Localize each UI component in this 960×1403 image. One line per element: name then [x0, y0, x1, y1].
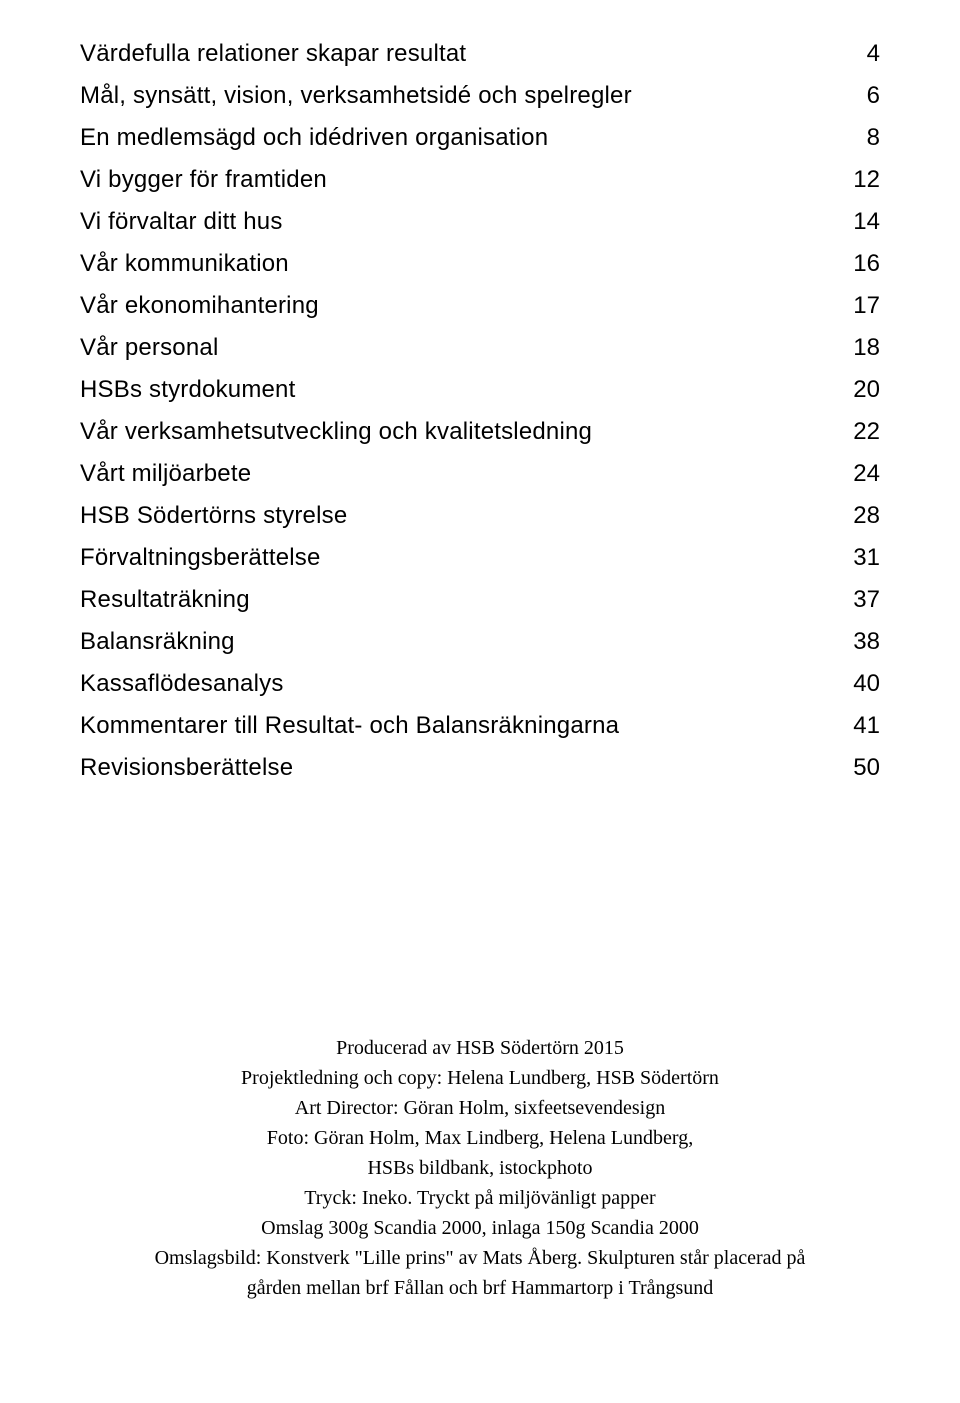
credits-line: Art Director: Göran Holm, sixfeetsevende…	[80, 1093, 880, 1123]
page-container: Värdefulla relationer skapar resultat 4 Må…	[0, 0, 960, 1403]
toc-page-number: 6	[867, 82, 880, 110]
toc-page-number: 8	[867, 124, 880, 152]
toc-title: Vi bygger för framtiden	[80, 166, 327, 194]
toc-title: Vår ekonomihantering	[80, 292, 319, 320]
credits-line: gården mellan brf Fållan och brf Hammart…	[80, 1273, 880, 1303]
toc-page-number: 14	[853, 208, 880, 236]
toc-title: HSB Södertörns styrelse	[80, 502, 347, 530]
toc-title: Resultaträkning	[80, 586, 250, 614]
toc-title: Balansräkning	[80, 628, 235, 656]
toc-page-number: 24	[853, 460, 880, 488]
toc-title: Mål, synsätt, vision, verksamhetsidé och…	[80, 82, 632, 110]
toc-page-number: 4	[867, 40, 880, 68]
credits-line: Omslagsbild: Konstverk "Lille prins" av …	[80, 1243, 880, 1273]
credits-line: Projektledning och copy: Helena Lundberg…	[80, 1063, 880, 1093]
toc-page-number: 31	[853, 544, 880, 572]
toc-row: Kassaflödesanalys 40	[80, 670, 880, 698]
toc-row: Balansräkning 38	[80, 628, 880, 656]
toc-page-number: 20	[853, 376, 880, 404]
vertical-spacer	[80, 796, 880, 1033]
toc-title: HSBs styrdokument	[80, 376, 295, 404]
toc-page-number: 16	[853, 250, 880, 278]
toc-row: Vi förvaltar ditt hus 14	[80, 208, 880, 236]
toc-page-number: 12	[853, 166, 880, 194]
toc-page-number: 22	[853, 418, 880, 446]
toc-page-number: 41	[853, 712, 880, 740]
toc-row: Resultaträkning 37	[80, 586, 880, 614]
toc-row: Kommentarer till Resultat- och Balansräk…	[80, 712, 880, 740]
toc-page-number: 28	[853, 502, 880, 530]
toc-title: Vi förvaltar ditt hus	[80, 208, 283, 236]
toc-row: Revisionsberättelse 50	[80, 754, 880, 782]
credits-line: HSBs bildbank, istockphoto	[80, 1153, 880, 1183]
toc-row: Förvaltningsberättelse 31	[80, 544, 880, 572]
toc-title: Vår kommunikation	[80, 250, 289, 278]
toc-page-number: 50	[853, 754, 880, 782]
toc-title: Vår verksamhetsutveckling och kvalitetsl…	[80, 418, 592, 446]
toc-row: Vår kommunikation 16	[80, 250, 880, 278]
toc-page-number: 18	[853, 334, 880, 362]
toc-title: Vårt miljöarbete	[80, 460, 251, 488]
toc-page-number: 37	[853, 586, 880, 614]
toc-row: Mål, synsätt, vision, verksamhetsidé och…	[80, 82, 880, 110]
toc-title: Revisionsberättelse	[80, 754, 293, 782]
toc-title: Kassaflödesanalys	[80, 670, 284, 698]
credits-block: Producerad av HSB Södertörn 2015Projektl…	[80, 1033, 880, 1343]
toc-title: Vår personal	[80, 334, 218, 362]
toc-row: HSB Södertörns styrelse 28	[80, 502, 880, 530]
toc-title: Värdefulla relationer skapar resultat	[80, 40, 466, 68]
toc-page-number: 17	[853, 292, 880, 320]
toc-title: Förvaltningsberättelse	[80, 544, 321, 572]
credits-line: Omslag 300g Scandia 2000, inlaga 150g Sc…	[80, 1213, 880, 1243]
credits-line: Tryck: Ineko. Tryckt på miljövänligt pap…	[80, 1183, 880, 1213]
toc-row: En medlemsägd och idédriven organisation…	[80, 124, 880, 152]
table-of-contents: Värdefulla relationer skapar resultat 4 Må…	[80, 40, 880, 796]
toc-page-number: 38	[853, 628, 880, 656]
toc-page-number: 40	[853, 670, 880, 698]
toc-row: Vår ekonomihantering 17	[80, 292, 880, 320]
toc-row: Värdefulla relationer skapar resultat 4	[80, 40, 880, 68]
toc-row: HSBs styrdokument 20	[80, 376, 880, 404]
toc-row: Vår personal 18	[80, 334, 880, 362]
toc-title: Kommentarer till Resultat- och Balansräk…	[80, 712, 619, 740]
toc-title: En medlemsägd och idédriven organisation	[80, 124, 548, 152]
toc-row: Vår verksamhetsutveckling och kvalitetsl…	[80, 418, 880, 446]
credits-line: Producerad av HSB Södertörn 2015	[80, 1033, 880, 1063]
toc-row: Vårt miljöarbete 24	[80, 460, 880, 488]
credits-line: Foto: Göran Holm, Max Lindberg, Helena L…	[80, 1123, 880, 1153]
toc-row: Vi bygger för framtiden 12	[80, 166, 880, 194]
